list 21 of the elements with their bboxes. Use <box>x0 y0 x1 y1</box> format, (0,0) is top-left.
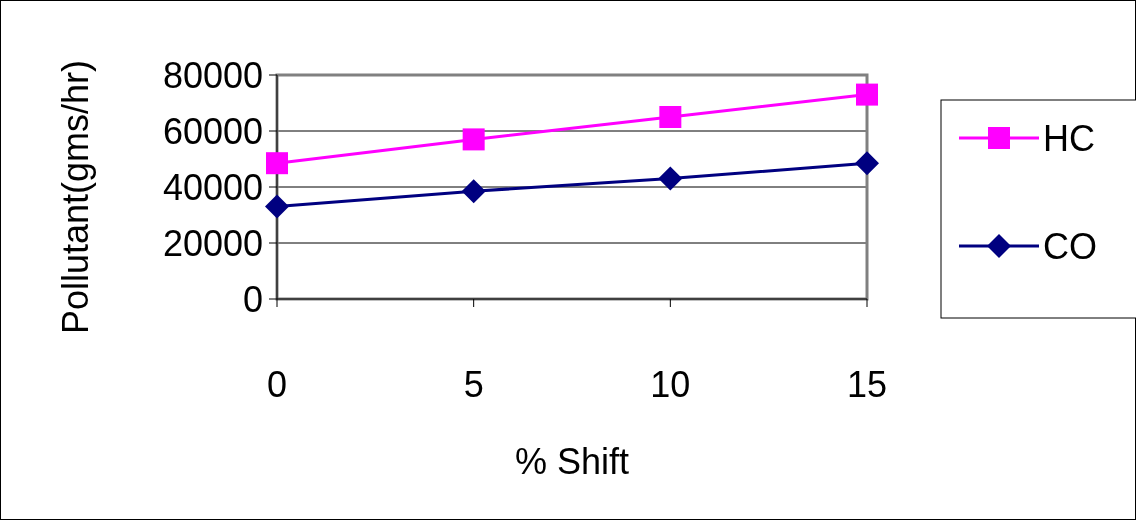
point <box>856 83 878 106</box>
x-axis-title: % Shift <box>514 441 630 482</box>
x-tick-label: 5 <box>463 364 484 405</box>
x-tick-label: 0 <box>266 364 288 405</box>
point <box>658 166 683 191</box>
point <box>461 179 486 204</box>
y-tick-label: 80000 <box>162 54 263 96</box>
point <box>855 151 879 176</box>
point <box>462 128 485 151</box>
legend-label: CO <box>1043 225 1097 267</box>
y-tick-label: 20000 <box>162 222 263 264</box>
legend-label: HC <box>1043 117 1095 159</box>
point <box>266 152 288 175</box>
y-tick-label: 40000 <box>162 166 263 208</box>
point <box>659 106 682 128</box>
x-tick-label: 10 <box>650 364 691 405</box>
x-tick-label: 15 <box>846 364 888 405</box>
point <box>265 194 289 219</box>
y-tick-label: 60000 <box>162 110 263 152</box>
y-tick-label: 0 <box>242 278 263 320</box>
y-axis-title: Pollutant(gms/hr) <box>55 59 96 335</box>
